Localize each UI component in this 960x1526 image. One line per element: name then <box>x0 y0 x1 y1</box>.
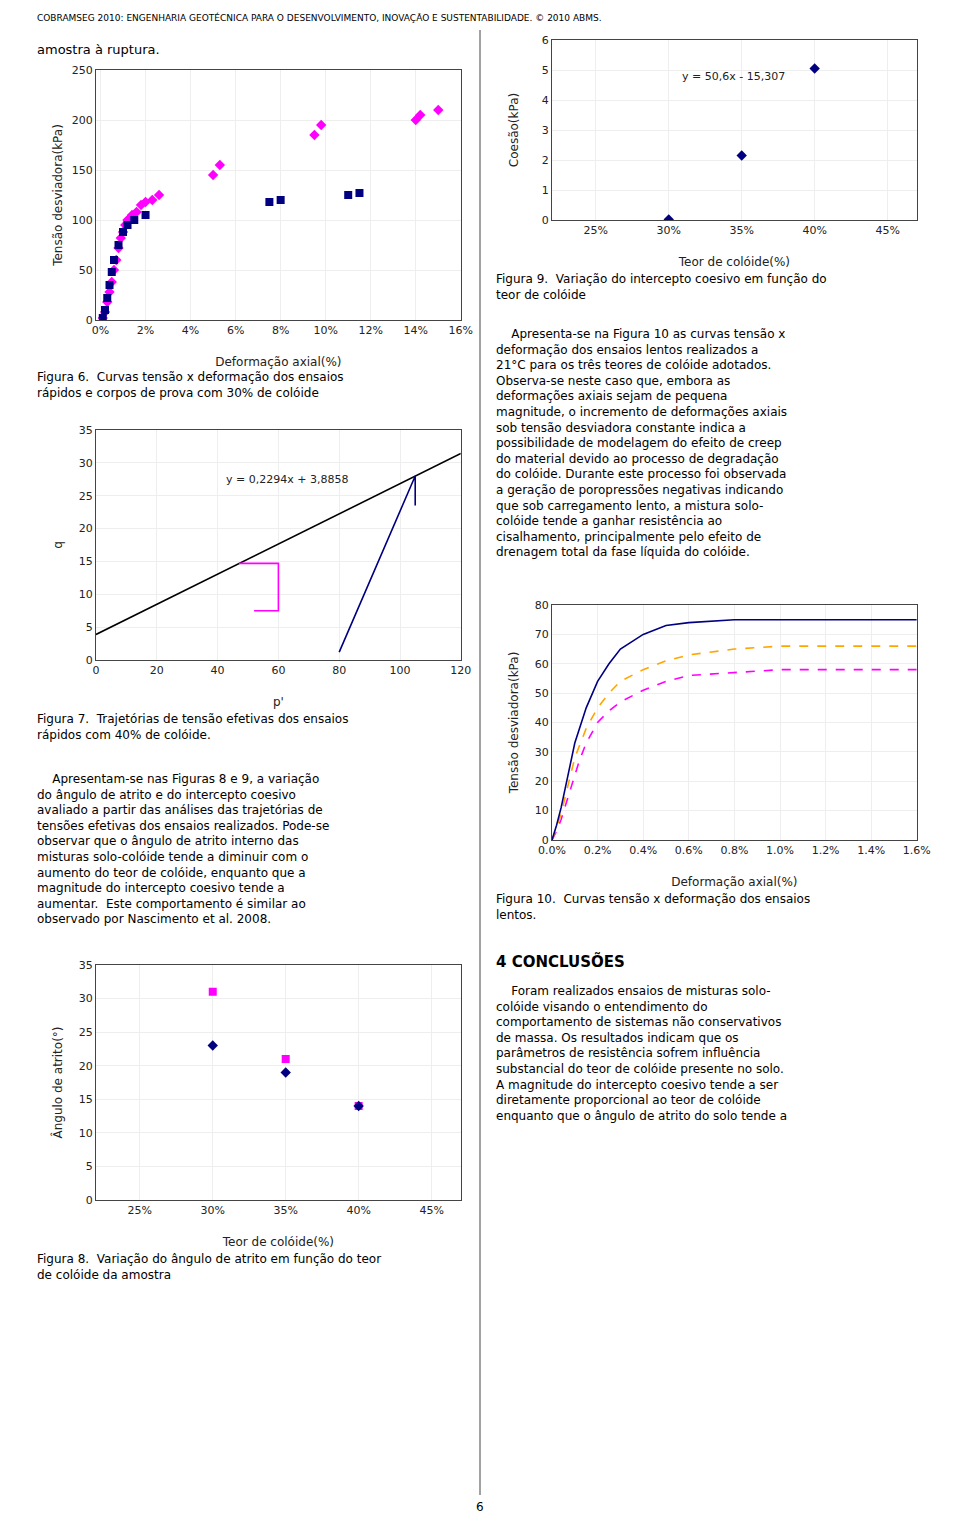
svg-text:10: 10 <box>79 1127 93 1140</box>
svg-text:1.2%: 1.2% <box>812 844 840 857</box>
svg-text:8%: 8% <box>272 324 289 337</box>
svg-text:20: 20 <box>535 775 549 788</box>
svg-text:10: 10 <box>79 588 93 601</box>
svg-text:40: 40 <box>211 664 225 677</box>
svg-text:3: 3 <box>542 124 549 137</box>
svg-text:5: 5 <box>86 621 93 634</box>
svg-text:100: 100 <box>390 664 411 677</box>
svg-text:150: 150 <box>72 164 93 177</box>
svg-text:0.8%: 0.8% <box>720 844 748 857</box>
svg-text:15: 15 <box>79 555 93 568</box>
svg-text:0.0%: 0.0% <box>538 844 566 857</box>
svg-text:40%: 40% <box>346 1204 370 1217</box>
svg-text:0.2%: 0.2% <box>584 844 612 857</box>
svg-text:0%: 0% <box>92 324 109 337</box>
svg-text:250: 250 <box>72 64 93 77</box>
svg-text:20: 20 <box>79 522 93 535</box>
svg-text:0.4%: 0.4% <box>629 844 657 857</box>
svg-text:Ângulo de atrito(°): Ângulo de atrito(°) <box>50 1026 65 1138</box>
svg-text:20: 20 <box>150 664 164 677</box>
svg-text:Deformação axial(%): Deformação axial(%) <box>671 875 797 889</box>
svg-text:5: 5 <box>86 1160 93 1173</box>
svg-text:0: 0 <box>86 1194 93 1207</box>
svg-text:45%: 45% <box>875 224 899 237</box>
svg-text:1.6%: 1.6% <box>903 844 931 857</box>
svg-text:0: 0 <box>86 314 93 327</box>
svg-text:1: 1 <box>542 184 549 197</box>
svg-text:80: 80 <box>535 599 549 612</box>
svg-text:25%: 25% <box>128 1204 152 1217</box>
svg-text:50: 50 <box>535 687 549 700</box>
svg-text:4%: 4% <box>182 324 199 337</box>
svg-text:40: 40 <box>535 716 549 729</box>
svg-text:4: 4 <box>542 94 549 107</box>
svg-text:25: 25 <box>79 1026 93 1039</box>
svg-text:1.4%: 1.4% <box>857 844 885 857</box>
svg-text:40%: 40% <box>802 224 826 237</box>
svg-text:35: 35 <box>79 959 93 972</box>
svg-text:14%: 14% <box>404 324 428 337</box>
svg-text:Teor de colóide(%): Teor de colóide(%) <box>678 255 790 269</box>
svg-text:0: 0 <box>86 654 93 667</box>
svg-text:Figura 7. Trajetórias de tens: Figura 7. Trajetórias de tensão efetivas… <box>37 712 348 742</box>
svg-text:60: 60 <box>271 664 285 677</box>
svg-text:10: 10 <box>535 804 549 817</box>
svg-text:25%: 25% <box>584 224 608 237</box>
svg-text:Figura 9. Variação do interce: Figura 9. Variação do intercepto coesivo… <box>496 272 827 302</box>
svg-text:70: 70 <box>535 628 549 641</box>
svg-text:5: 5 <box>542 64 549 77</box>
svg-text:Foram realizados ensaios de mi: Foram realizados ensaios de misturas sol… <box>496 984 787 1123</box>
svg-text:12%: 12% <box>359 324 383 337</box>
svg-text:0: 0 <box>542 214 549 227</box>
svg-text:Tensão desviadora(kPa): Tensão desviadora(kPa) <box>51 124 65 267</box>
svg-text:Teor de colóide(%): Teor de colóide(%) <box>222 1235 334 1249</box>
svg-text:6%: 6% <box>227 324 244 337</box>
svg-text:1.0%: 1.0% <box>766 844 794 857</box>
svg-text:50: 50 <box>79 264 93 277</box>
svg-text:0: 0 <box>93 664 100 677</box>
svg-text:120: 120 <box>450 664 471 677</box>
svg-text:Tensão desviadora(kPa): Tensão desviadora(kPa) <box>507 652 521 795</box>
svg-text:10%: 10% <box>313 324 337 337</box>
svg-text:0.6%: 0.6% <box>675 844 703 857</box>
svg-text:35%: 35% <box>729 224 753 237</box>
svg-text:30%: 30% <box>657 224 681 237</box>
svg-text:35: 35 <box>79 424 93 437</box>
svg-text:Deformação axial(%): Deformação axial(%) <box>215 355 341 369</box>
svg-text:p': p' <box>273 695 284 709</box>
svg-text:15: 15 <box>79 1093 93 1106</box>
svg-text:6: 6 <box>542 34 549 47</box>
svg-text:Figura 6. Curvas tensão x def: Figura 6. Curvas tensão x deformação dos… <box>37 370 344 400</box>
svg-text:80: 80 <box>332 664 346 677</box>
svg-text:COBRAMSEG 2010: ENGENHARIA GEO: COBRAMSEG 2010: ENGENHARIA GEOTÉCNICA PA… <box>37 12 602 23</box>
svg-text:16%: 16% <box>449 324 473 337</box>
svg-text:Coesão(kPa): Coesão(kPa) <box>507 93 521 167</box>
svg-text:amostra à ruptura.: amostra à ruptura. <box>37 42 160 57</box>
svg-text:4 CONCLUSÕES: 4 CONCLUSÕES <box>496 952 625 971</box>
svg-text:0: 0 <box>542 834 549 847</box>
svg-text:y = 0,2294x + 3,8858: y = 0,2294x + 3,8858 <box>226 473 348 486</box>
svg-text:60: 60 <box>535 658 549 671</box>
svg-text:30%: 30% <box>201 1204 225 1217</box>
svg-text:Apresenta-se na Figura 10 as c: Apresenta-se na Figura 10 as curvas tens… <box>496 327 787 559</box>
svg-text:y = 50,6x - 15,307: y = 50,6x - 15,307 <box>682 70 785 83</box>
svg-text:Apresentam-se nas Figuras 8 e: Apresentam-se nas Figuras 8 e 9, a varia… <box>37 772 329 926</box>
svg-text:30: 30 <box>79 457 93 470</box>
svg-text:30: 30 <box>535 746 549 759</box>
svg-text:100: 100 <box>72 214 93 227</box>
svg-text:35%: 35% <box>273 1204 297 1217</box>
svg-text:200: 200 <box>72 114 93 127</box>
svg-text:20: 20 <box>79 1060 93 1073</box>
svg-text:q: q <box>51 541 65 549</box>
svg-text:25: 25 <box>79 490 93 503</box>
svg-text:6: 6 <box>476 1500 484 1514</box>
svg-text:45%: 45% <box>419 1204 443 1217</box>
svg-text:Figura 10. Curvas tensão x de: Figura 10. Curvas tensão x deformação do… <box>496 892 810 922</box>
svg-text:2: 2 <box>542 154 549 167</box>
svg-text:Figura 8. Variação do ângulo: Figura 8. Variação do ângulo de atrito e… <box>37 1252 381 1282</box>
svg-text:2%: 2% <box>137 324 154 337</box>
svg-text:30: 30 <box>79 992 93 1005</box>
